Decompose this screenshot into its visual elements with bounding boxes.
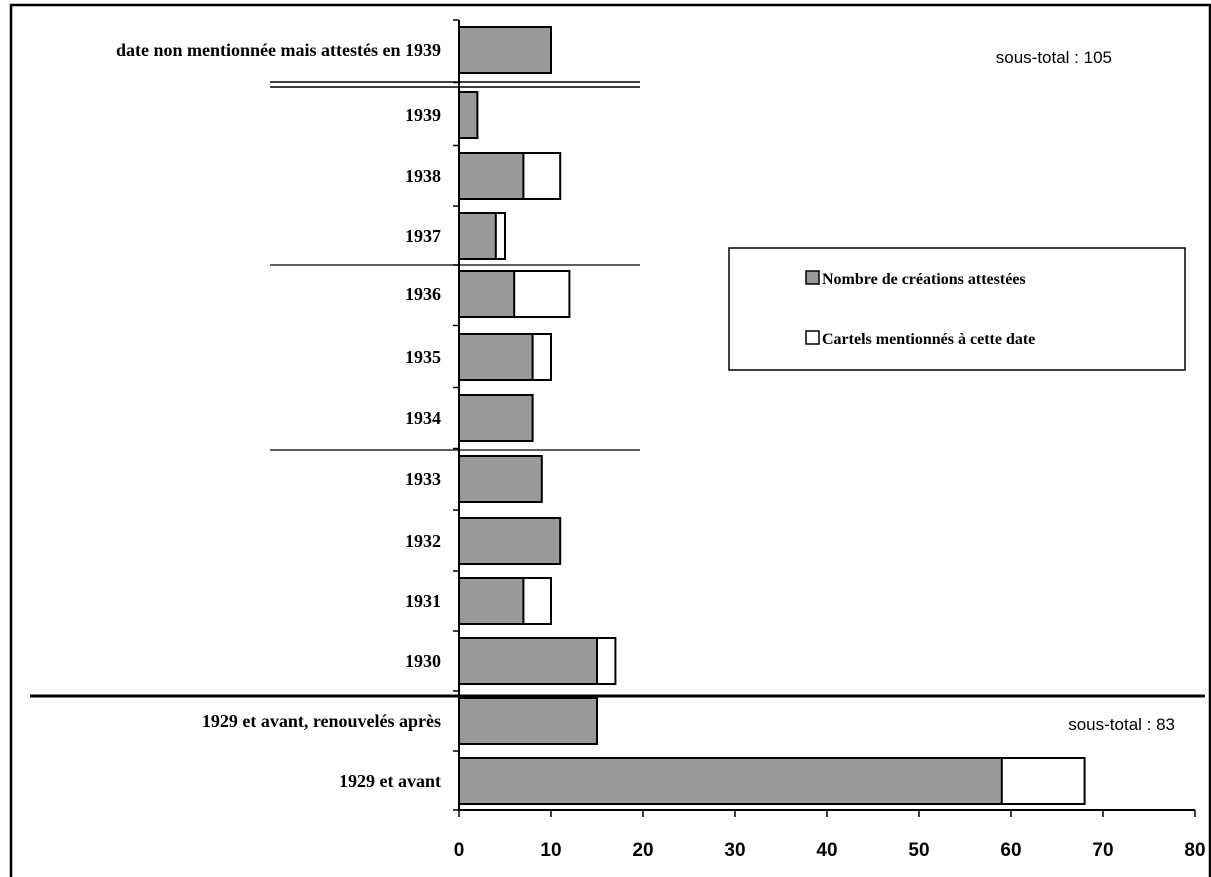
bar-created-8 — [458, 517, 562, 565]
category-label-4: 1936 — [405, 284, 441, 304]
subtotal-top: sous-total : 105 — [996, 48, 1112, 67]
x-tick-label-1: 10 — [540, 840, 561, 861]
legend-label-created: Nombre de créations attestées — [822, 271, 1026, 288]
bar-created-3 — [458, 212, 497, 260]
category-label-8: 1932 — [405, 531, 441, 551]
category-label-6: 1934 — [405, 408, 441, 428]
x-tick-label-2: 20 — [632, 840, 653, 861]
bar-created-2 — [458, 152, 525, 200]
x-tick-label-3: 30 — [724, 840, 745, 861]
chart-frame — [9, 3, 1211, 877]
category-label-10: 1930 — [405, 651, 441, 671]
legend-box — [728, 247, 1186, 371]
category-label-11: 1929 et avant, renouvelés après — [202, 711, 441, 731]
category-label-3: 1937 — [405, 226, 441, 246]
category-label-9: 1931 — [405, 591, 441, 611]
category-label-12: 1929 et avant — [339, 771, 441, 791]
bar-created-12 — [458, 757, 1003, 805]
bar-created-0 — [458, 26, 552, 74]
bars-group — [458, 26, 1086, 805]
legend: Nombre de créations attestées Cartels me… — [728, 247, 1186, 371]
x-tick-label-6: 60 — [1000, 840, 1021, 861]
category-label-5: 1935 — [405, 347, 441, 367]
legend-label-cartels: Cartels mentionnés à cette date — [822, 331, 1035, 348]
category-label-1: 1939 — [405, 105, 441, 125]
category-label-0: date non mentionnée mais attestés en 193… — [116, 40, 441, 60]
bar-created-11 — [458, 697, 598, 745]
category-labels: date non mentionnée mais attestés en 193… — [116, 40, 441, 791]
x-tick-label-8: 80 — [1184, 840, 1205, 861]
x-tick-label-4: 40 — [816, 840, 837, 861]
bar-created-6 — [458, 394, 534, 442]
subtotal-bottom: sous-total : 83 — [1068, 715, 1175, 734]
bar-created-9 — [458, 577, 525, 625]
bar-created-4 — [458, 270, 516, 318]
axes-group: 0 10 20 30 40 50 60 70 80 — [453, 19, 1206, 861]
x-tick-label-5: 50 — [908, 840, 929, 861]
category-label-7: 1933 — [405, 469, 441, 489]
legend-swatch-created — [805, 270, 820, 285]
x-tick-label-7: 70 — [1092, 840, 1113, 861]
legend-swatch-cartels — [805, 330, 820, 345]
x-tick-label-0: 0 — [454, 840, 465, 861]
bar-created-7 — [458, 455, 543, 503]
bar-created-10 — [458, 637, 598, 685]
bar-created-5 — [458, 333, 534, 381]
bar-created-1 — [458, 91, 479, 139]
category-label-2: 1938 — [405, 166, 441, 186]
